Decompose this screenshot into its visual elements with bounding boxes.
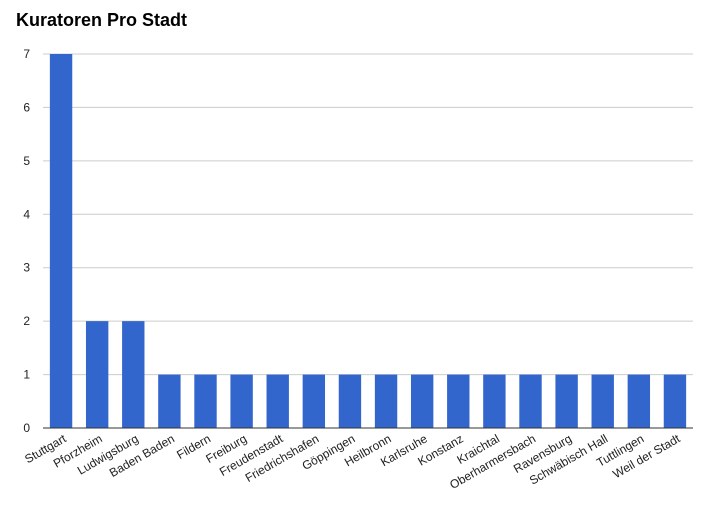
y-tick-label: 3 — [23, 261, 30, 275]
y-tick-label: 0 — [23, 421, 30, 435]
bar — [663, 374, 687, 428]
chart-title: Kuratoren Pro Stadt — [16, 10, 187, 30]
bar — [374, 374, 398, 428]
y-tick-label: 1 — [23, 368, 30, 382]
y-tick-label: 4 — [23, 207, 30, 221]
y-tick-label: 7 — [23, 47, 30, 61]
y-tick-label: 6 — [23, 100, 30, 114]
bar — [447, 374, 470, 428]
bar — [49, 54, 73, 428]
y-tick-label: 2 — [23, 314, 30, 328]
bar — [158, 374, 181, 428]
grid-lines — [43, 53, 693, 376]
bar — [302, 374, 326, 428]
bar — [194, 374, 217, 428]
bar — [410, 374, 434, 428]
y-axis-ticks: 0 1 2 3 4 5 6 7 — [23, 47, 30, 435]
bar — [483, 374, 506, 428]
bar — [627, 374, 651, 428]
bar — [85, 321, 109, 428]
bar — [122, 321, 145, 428]
bar — [591, 374, 614, 428]
y-tick-label: 5 — [23, 154, 30, 168]
bar — [519, 374, 542, 428]
bars — [49, 54, 687, 428]
bar — [555, 374, 578, 428]
bar — [230, 374, 253, 428]
bar — [266, 374, 289, 428]
bar — [338, 374, 362, 428]
